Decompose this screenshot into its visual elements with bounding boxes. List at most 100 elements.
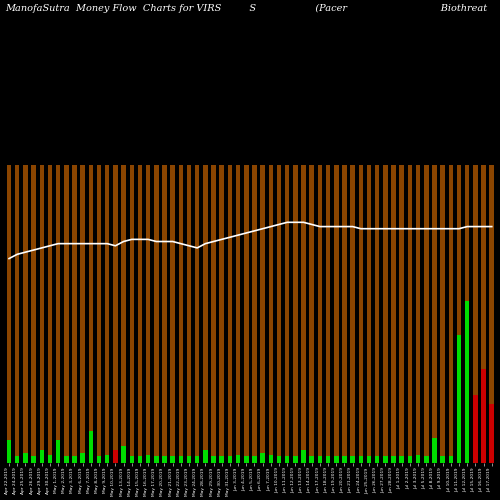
Bar xyxy=(97,164,102,464)
Bar xyxy=(350,164,355,464)
Bar xyxy=(473,395,478,464)
Bar xyxy=(302,450,306,464)
Bar xyxy=(260,164,265,464)
Bar xyxy=(32,164,36,464)
Bar xyxy=(482,164,486,464)
Bar xyxy=(162,164,166,464)
Bar xyxy=(416,455,420,464)
Bar xyxy=(457,336,462,464)
Bar xyxy=(40,450,44,464)
Bar xyxy=(473,164,478,464)
Bar xyxy=(440,164,445,464)
Bar xyxy=(130,164,134,464)
Bar xyxy=(302,164,306,464)
Text: ManofaSutra  Money Flow  Charts for VIRS         S                   (Pacer     : ManofaSutra Money Flow Charts for VIRS S… xyxy=(5,4,487,14)
Bar xyxy=(170,164,175,464)
Bar xyxy=(252,164,256,464)
Bar xyxy=(178,456,183,464)
Bar xyxy=(383,456,388,464)
Bar xyxy=(48,455,52,464)
Bar xyxy=(440,456,445,464)
Bar xyxy=(23,452,28,464)
Bar xyxy=(64,164,68,464)
Bar xyxy=(220,456,224,464)
Bar xyxy=(138,456,142,464)
Bar xyxy=(448,456,453,464)
Bar xyxy=(268,455,273,464)
Bar xyxy=(130,456,134,464)
Bar xyxy=(448,164,453,464)
Bar xyxy=(310,456,314,464)
Bar xyxy=(88,164,93,464)
Bar xyxy=(424,164,428,464)
Bar xyxy=(203,450,207,464)
Bar xyxy=(48,164,52,464)
Bar xyxy=(252,456,256,464)
Bar xyxy=(350,456,355,464)
Bar xyxy=(367,456,372,464)
Bar xyxy=(244,164,248,464)
Bar xyxy=(154,456,158,464)
Bar xyxy=(56,440,60,464)
Bar xyxy=(105,455,110,464)
Bar xyxy=(80,164,85,464)
Bar xyxy=(203,164,207,464)
Bar xyxy=(195,456,200,464)
Bar xyxy=(122,446,126,464)
Bar xyxy=(187,164,192,464)
Bar xyxy=(7,440,12,464)
Bar xyxy=(15,164,20,464)
Bar xyxy=(212,456,216,464)
Bar xyxy=(400,456,404,464)
Bar xyxy=(277,456,281,464)
Bar xyxy=(367,164,372,464)
Bar xyxy=(32,456,36,464)
Bar xyxy=(490,164,494,464)
Bar xyxy=(432,164,436,464)
Bar xyxy=(326,456,330,464)
Bar xyxy=(277,164,281,464)
Bar xyxy=(220,164,224,464)
Bar xyxy=(392,456,396,464)
Bar xyxy=(187,456,192,464)
Bar xyxy=(375,456,380,464)
Bar xyxy=(212,164,216,464)
Bar xyxy=(465,164,469,464)
Bar xyxy=(408,164,412,464)
Bar xyxy=(23,164,28,464)
Bar xyxy=(40,164,44,464)
Bar xyxy=(97,456,102,464)
Bar xyxy=(195,164,200,464)
Bar xyxy=(260,452,265,464)
Bar xyxy=(170,456,175,464)
Bar xyxy=(334,164,338,464)
Bar xyxy=(178,164,183,464)
Bar xyxy=(383,164,388,464)
Bar xyxy=(88,432,93,464)
Bar xyxy=(80,452,85,464)
Bar xyxy=(285,164,290,464)
Bar xyxy=(293,456,298,464)
Bar xyxy=(244,456,248,464)
Bar xyxy=(236,164,240,464)
Bar xyxy=(424,456,428,464)
Bar xyxy=(7,164,12,464)
Bar xyxy=(228,164,232,464)
Bar xyxy=(72,456,76,464)
Bar xyxy=(113,450,117,464)
Bar xyxy=(490,404,494,464)
Bar xyxy=(154,164,158,464)
Bar xyxy=(342,164,346,464)
Bar xyxy=(318,456,322,464)
Bar xyxy=(482,370,486,464)
Bar xyxy=(318,164,322,464)
Bar xyxy=(122,164,126,464)
Bar xyxy=(326,164,330,464)
Bar xyxy=(236,455,240,464)
Bar xyxy=(72,164,76,464)
Bar xyxy=(358,164,363,464)
Bar xyxy=(285,456,290,464)
Bar xyxy=(400,164,404,464)
Bar xyxy=(334,456,338,464)
Bar xyxy=(162,456,166,464)
